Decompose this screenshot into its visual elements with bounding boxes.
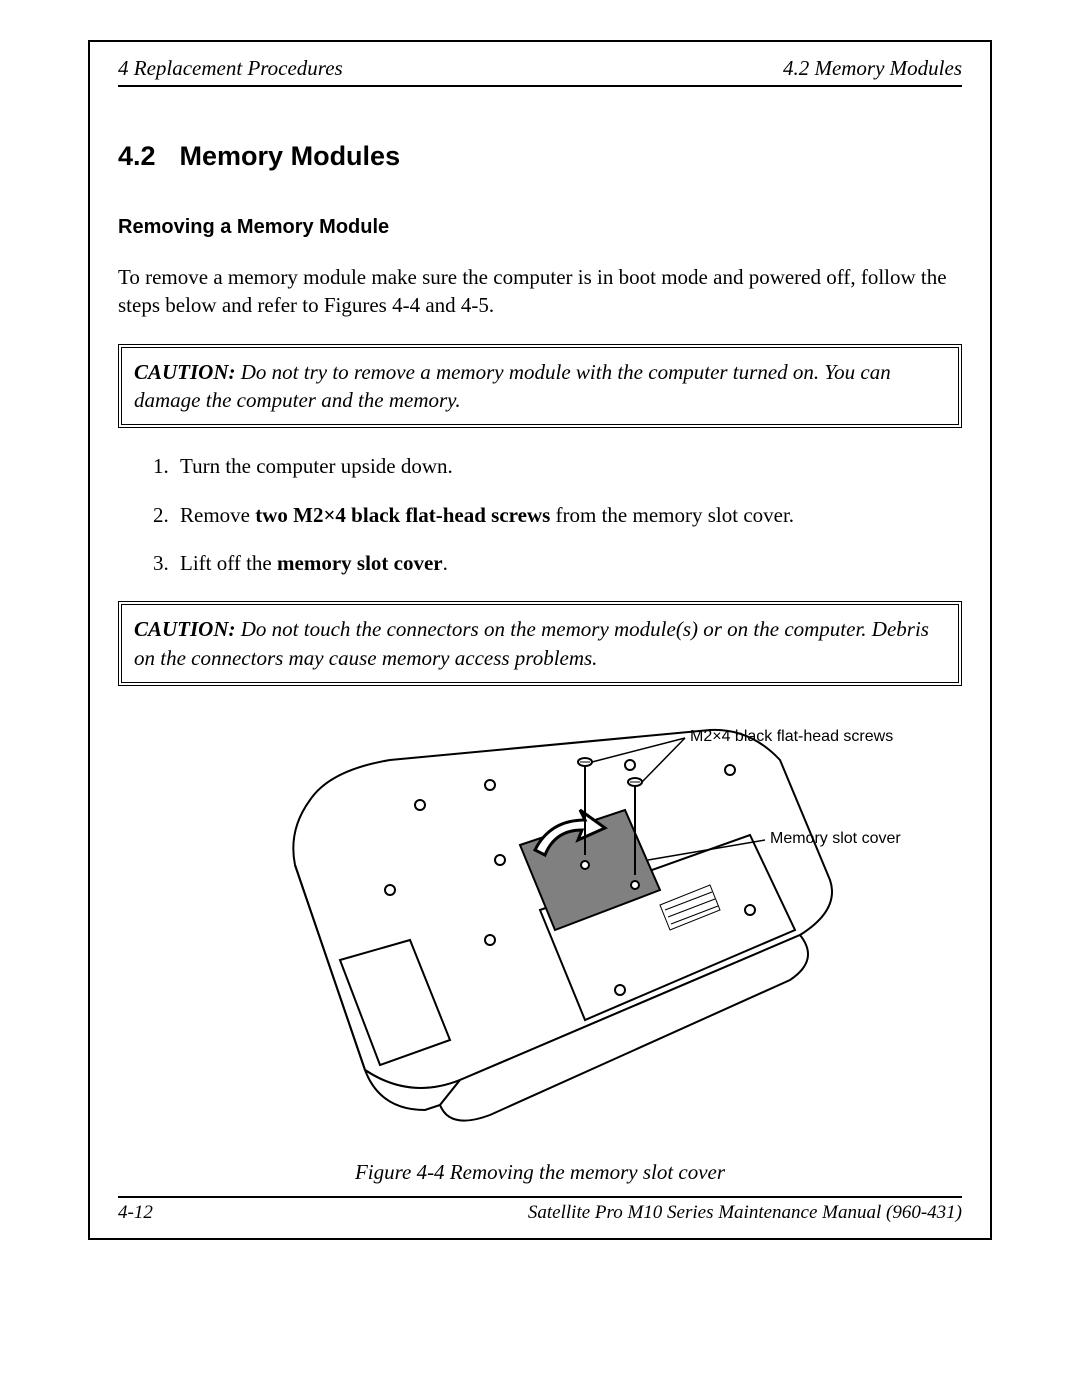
caution-box-1: CAUTION: Do not try to remove a memory m…: [118, 344, 962, 429]
caution-box-2: CAUTION: Do not touch the connectors on …: [118, 601, 962, 686]
caution-label: CAUTION:: [134, 360, 236, 384]
manual-title: Satellite Pro M10 Series Maintenance Man…: [528, 1202, 962, 1224]
running-head: 4 Replacement Procedures 4.2 Memory Modu…: [118, 56, 962, 87]
page-frame: 4 Replacement Procedures 4.2 Memory Modu…: [88, 40, 992, 1240]
steps-list: Turn the computer upside down. Remove tw…: [118, 452, 962, 577]
step-3: Lift off the memory slot cover.: [174, 549, 962, 577]
intro-paragraph: To remove a memory module make sure the …: [118, 263, 962, 320]
running-head-left: 4 Replacement Procedures: [118, 56, 343, 81]
figure-label-cover: Memory slot cover: [770, 830, 901, 848]
step-2: Remove two M2×4 black flat-head screws f…: [174, 501, 962, 529]
caution-label: CAUTION:: [134, 617, 236, 641]
caution-text: Do not try to remove a memory module wit…: [134, 360, 891, 412]
page-number: 4-12: [118, 1202, 153, 1224]
running-head-right: 4.2 Memory Modules: [783, 56, 962, 81]
section-number: 4.2: [118, 141, 156, 171]
running-foot: 4-12 Satellite Pro M10 Series Maintenanc…: [118, 1196, 962, 1224]
figure-caption: Figure 4-4 Removing the memory slot cove…: [118, 1160, 962, 1185]
step-1: Turn the computer upside down.: [174, 452, 962, 480]
section-title: 4.2 Memory Modules: [118, 141, 962, 172]
figure-label-screws: M2×4 black flat-head screws: [690, 728, 893, 746]
caution-text: Do not touch the connectors on the memor…: [134, 617, 929, 669]
figure: M2×4 black flat-head screws Memory slot …: [118, 710, 962, 1150]
figure-svg: [190, 710, 890, 1130]
subheading: Removing a Memory Module: [118, 216, 962, 239]
section-name: Memory Modules: [180, 141, 401, 171]
